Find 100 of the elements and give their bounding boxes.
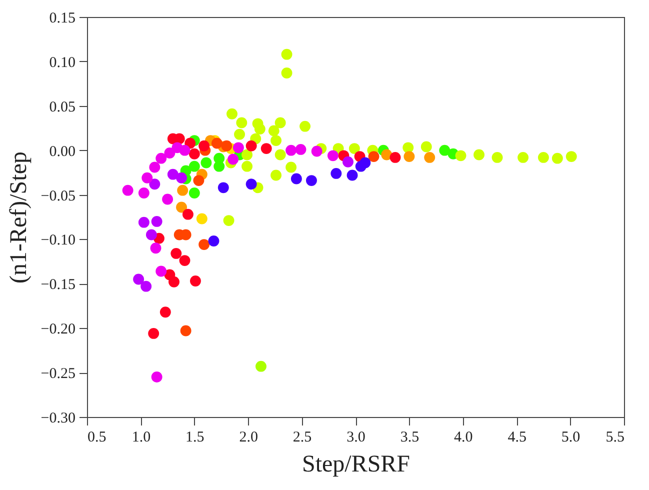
- point: [179, 255, 190, 266]
- x-tick-label: 1.5: [186, 430, 204, 446]
- y-tick-label: −0.20: [40, 322, 76, 338]
- point: [295, 144, 306, 155]
- point: [311, 146, 322, 157]
- point: [138, 188, 150, 198]
- point: [162, 194, 174, 205]
- point: [223, 215, 234, 226]
- y-tick-label: 0.15: [49, 10, 76, 26]
- point: [300, 120, 310, 132]
- y-tick-label: −0.30: [40, 410, 76, 426]
- point: [260, 143, 272, 154]
- point: [122, 184, 134, 196]
- point: [188, 188, 200, 198]
- point: [424, 152, 436, 163]
- y-tick-label: −0.15: [40, 277, 76, 294]
- point: [198, 239, 210, 250]
- point: [149, 178, 160, 190]
- point: [390, 152, 401, 163]
- point: [286, 144, 297, 156]
- x-tick-label: 2.0: [239, 430, 258, 446]
- y-tick-label: −0.05: [40, 188, 76, 204]
- point: [270, 135, 282, 146]
- x-tick-label: 2.5: [292, 430, 312, 446]
- point: [184, 138, 196, 149]
- point: [160, 306, 171, 318]
- point: [270, 170, 282, 181]
- point: [538, 152, 549, 163]
- point: [254, 124, 266, 134]
- y-tick-label: 0.10: [49, 54, 76, 71]
- point: [348, 143, 360, 154]
- point: [474, 149, 484, 160]
- point: [256, 360, 266, 372]
- point: [196, 213, 208, 224]
- point: [402, 142, 414, 154]
- point: [182, 208, 194, 220]
- point: [342, 156, 354, 168]
- point: [150, 242, 162, 254]
- x-tick-label: 3.5: [400, 430, 420, 446]
- point: [234, 128, 245, 140]
- y-tick-label: 0.00: [49, 144, 76, 160]
- point: [164, 148, 176, 158]
- point: [455, 150, 466, 162]
- point: [281, 48, 292, 60]
- point: [306, 175, 317, 186]
- point: [242, 160, 253, 172]
- point: [330, 168, 342, 179]
- point: [221, 140, 232, 152]
- point: [156, 152, 167, 164]
- point: [193, 175, 204, 186]
- point: [156, 266, 167, 277]
- point: [133, 274, 144, 285]
- point: [518, 152, 529, 163]
- point: [151, 372, 162, 382]
- point: [274, 149, 286, 160]
- point: [236, 117, 248, 128]
- point: [286, 162, 297, 173]
- point: [232, 142, 244, 154]
- point: [151, 216, 162, 227]
- point: [274, 117, 286, 128]
- point: [368, 151, 380, 162]
- x-tick-label: 1.0: [132, 430, 151, 446]
- x-axis-title: Step/RSRF: [302, 452, 410, 478]
- point: [346, 170, 358, 181]
- point: [381, 149, 392, 160]
- point: [552, 152, 563, 164]
- point: [268, 125, 280, 136]
- y-tick-label: −0.25: [40, 366, 76, 382]
- point: [176, 202, 187, 213]
- point: [188, 160, 200, 172]
- point: [214, 160, 225, 172]
- x-tick-label: 4.0: [454, 430, 473, 446]
- point: [208, 236, 220, 246]
- x-tick-label: 0.5: [88, 430, 106, 446]
- x-tick-label: 3.0: [346, 430, 366, 446]
- point: [190, 276, 201, 286]
- point: [246, 140, 257, 152]
- y-tick-label: −0.10: [40, 232, 76, 249]
- point: [140, 280, 152, 292]
- point: [167, 168, 178, 180]
- point: [218, 182, 229, 194]
- point: [228, 154, 239, 165]
- point: [146, 229, 157, 240]
- y-axis-title: (n1-Ref)/Step: [6, 152, 32, 284]
- point: [281, 68, 292, 78]
- point: [176, 172, 187, 184]
- point: [148, 328, 160, 339]
- point: [226, 108, 238, 120]
- point: [327, 150, 338, 162]
- point: [188, 148, 200, 160]
- x-tick-label: 4.5: [508, 430, 526, 446]
- point: [200, 157, 212, 168]
- point: [149, 162, 160, 173]
- point: [404, 151, 415, 162]
- point: [211, 138, 222, 149]
- point: [420, 141, 432, 152]
- point: [439, 144, 450, 156]
- point: [492, 152, 503, 163]
- x-tick-label: 5.5: [606, 430, 624, 446]
- point: [142, 172, 153, 184]
